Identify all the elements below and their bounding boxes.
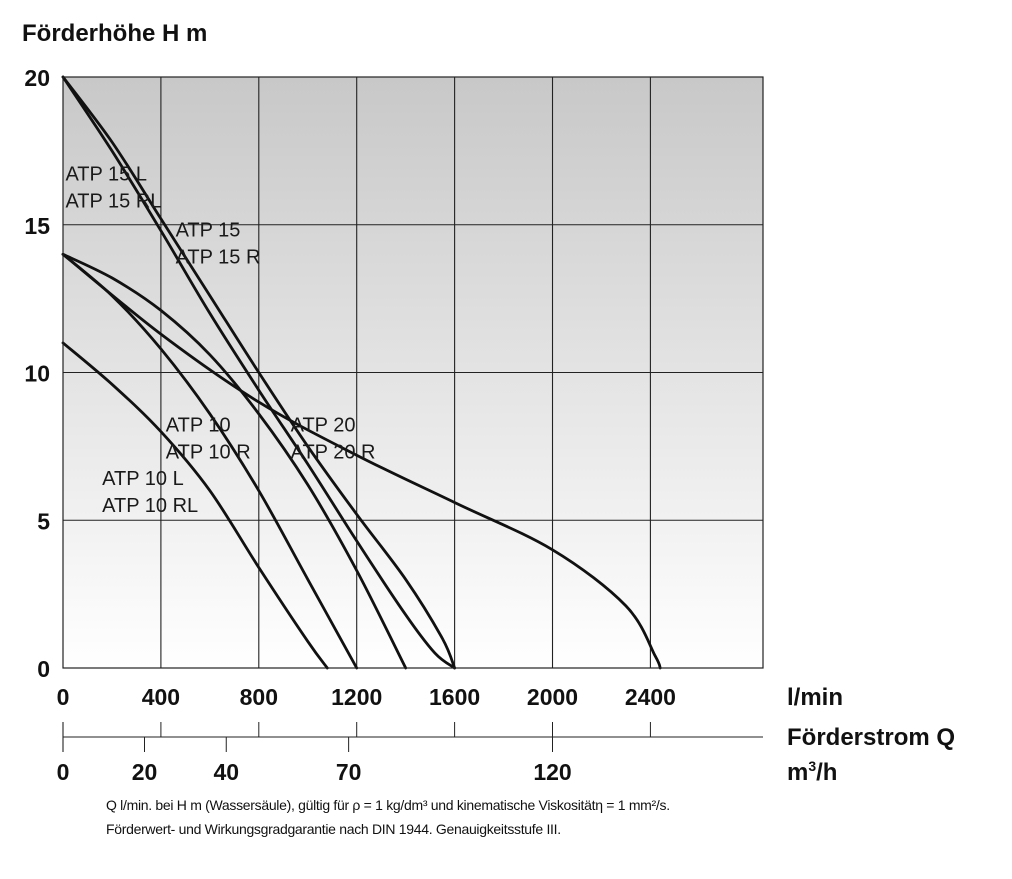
x-tick-label: 1200 [331, 684, 382, 710]
x-tick-label: 800 [240, 684, 278, 710]
series-line [61, 252, 662, 670]
y-axis-label: Förderhöhe H m [22, 20, 207, 47]
x-unit-m3h: m3/h [787, 758, 837, 786]
curve-labels: ATP 10 L ATP 10 RL ATP 10 ATP 10 R ATP 15 L A… [65, 163, 375, 516]
series-label: ATP 15 RL [65, 190, 161, 212]
x-tick-label: 2400 [625, 684, 676, 710]
series-label: ATP 15 L [65, 163, 147, 185]
y-tick-labels: 0 5 10 15 20 [24, 65, 50, 682]
x-tick-label: 0 [57, 684, 70, 710]
y-tick-label: 10 [24, 361, 50, 387]
series-line [61, 341, 329, 670]
series-label: ATP 15 [176, 220, 241, 242]
series-label: ATP 10 RL [102, 495, 198, 517]
x2-tick-label: 120 [533, 759, 571, 785]
x-unit-lmin: l/min [787, 684, 843, 711]
x2-tick-label: 0 [57, 759, 70, 785]
x-tick-labels-lmin: 0 400 800 1200 1600 2000 2400 [57, 684, 676, 710]
series-line [61, 75, 456, 670]
x-tick-label: 2000 [527, 684, 578, 710]
performance-curves [61, 75, 662, 670]
plot-frame [62, 76, 764, 669]
secondary-x-axis-m3h: 0 20 40 70 120 [57, 722, 763, 785]
series-line [61, 75, 456, 670]
series-label: ATP 10 [166, 415, 231, 437]
series-label: ATP 20 R [291, 442, 376, 464]
x-axis-label: Förderstrom Q [787, 724, 955, 751]
y-tick-label: 5 [37, 508, 50, 534]
x-tick-label: 1600 [429, 684, 480, 710]
y-tick-label: 0 [37, 656, 50, 682]
x2-tick-label: 20 [132, 759, 158, 785]
series-label: ATP 20 [291, 415, 356, 437]
y-tick-label: 15 [24, 213, 50, 239]
x2-tick-label: 40 [213, 759, 239, 785]
series-line [61, 252, 408, 670]
series-label: ATP 10 R [166, 442, 251, 464]
series-label: ATP 10 L [102, 468, 184, 490]
footnote-line-1: Q l/min. bei H m (Wassersäule), gültig f… [106, 797, 670, 813]
x2-tick-label: 70 [336, 759, 362, 785]
series-label: ATP 15 R [176, 247, 261, 269]
x-tick-label: 400 [142, 684, 180, 710]
y-tick-label: 20 [24, 65, 50, 91]
footnote-line-2: Förderwert- und Wirkungsgradgarantie nac… [106, 821, 561, 837]
